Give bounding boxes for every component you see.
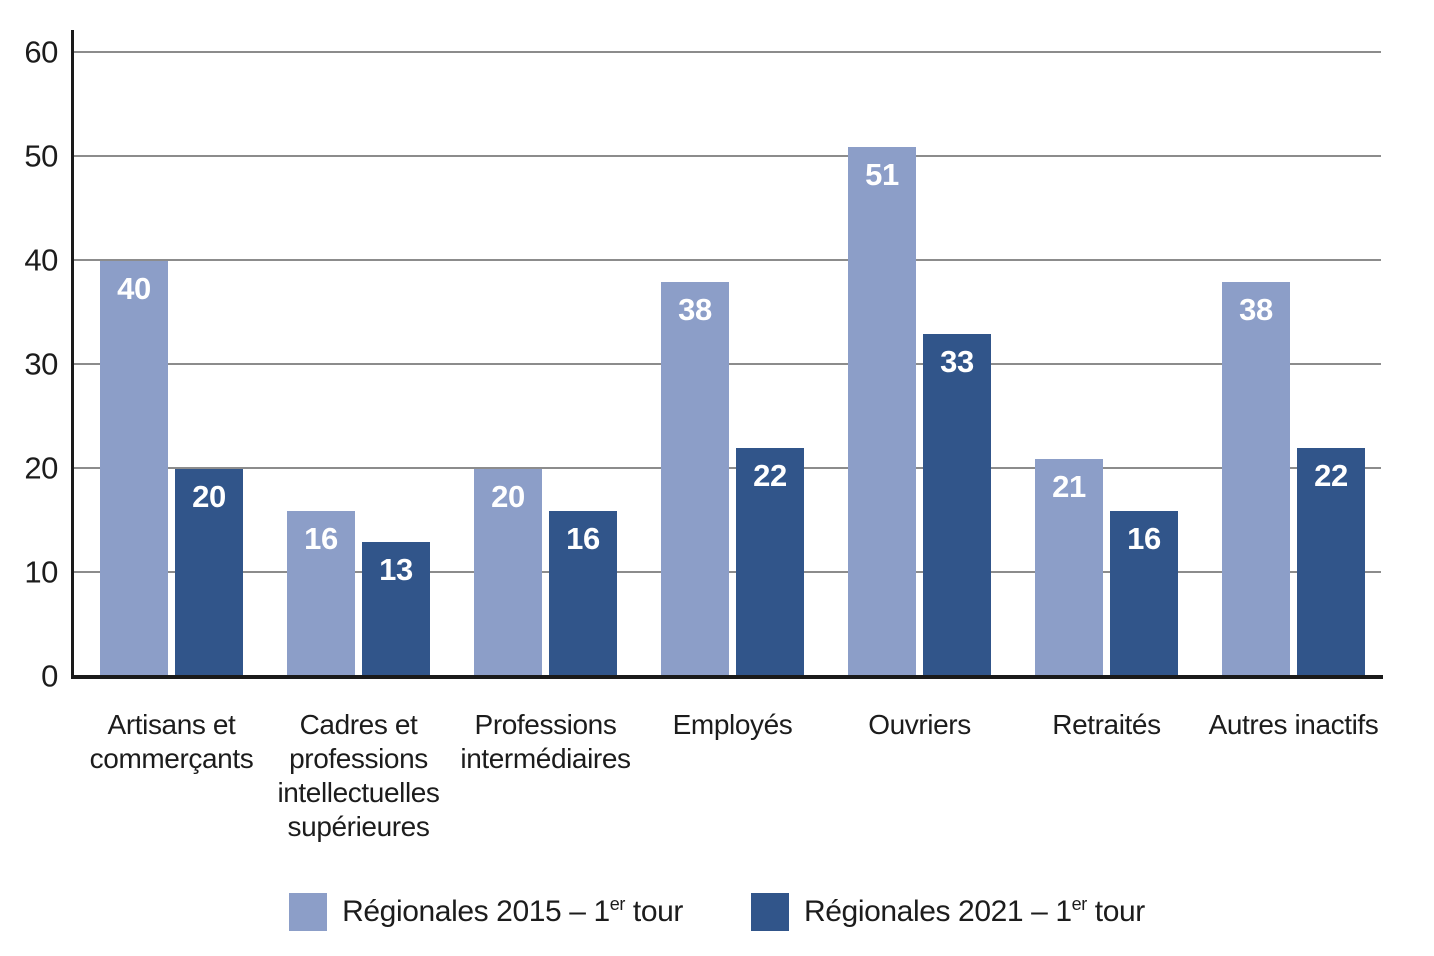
bar-series2-cat5: 33 [923,334,991,677]
legend-swatch-1 [289,893,328,931]
bar-series1-cat3: 20 [474,469,542,677]
bar-value-label: 40 [117,271,151,306]
y-tick-label-30: 30 [24,346,58,382]
category-label-2: Cadres et professions intellectuelles su… [277,709,440,842]
bar-value-label: 16 [566,521,600,556]
chart-legend: Régionales 2015 – 1er tour Régionales 202… [0,893,1434,931]
gridline-60 [73,51,1381,53]
bar-series1-cat5: 51 [848,147,916,677]
gridline-40 [73,259,1381,261]
bar-series2-cat4: 22 [736,448,804,677]
category-label-4: Employés [672,709,793,740]
legend-label-2: Régionales 2021 – 1er tour [804,894,1145,928]
category-label-7: Autres inactifs [1208,709,1379,740]
y-tick-label-0: 0 [41,658,58,694]
bar-series2-cat3: 16 [549,511,617,677]
bar-series1-cat6: 21 [1035,459,1103,677]
bar-series1-cat7: 38 [1222,282,1290,677]
bar-series2-cat1: 20 [175,469,243,677]
x-axis-line [71,675,1383,679]
gridline-50 [73,155,1381,157]
y-tick-label-10: 10 [24,554,58,590]
bar-value-label: 16 [304,521,338,556]
legend-item-2: Régionales 2021 – 1er tour [751,893,1145,931]
bar-value-label: 38 [678,292,712,327]
y-tick-label-50: 50 [24,138,58,174]
bar-series1-cat1: 40 [100,261,168,677]
bar-value-label: 16 [1127,521,1161,556]
legend-label-1: Régionales 2015 – 1er tour [342,894,683,928]
category-label-5: Ouvriers [868,709,971,740]
bar-series2-cat7: 22 [1297,448,1365,677]
bar-value-label: 22 [753,458,787,493]
y-tick-label-40: 40 [24,242,58,278]
bar-value-label: 20 [192,479,226,514]
bar-series2-cat2: 13 [362,542,430,677]
bar-series1-cat2: 16 [287,511,355,677]
legend-item-1: Régionales 2015 – 1er tour [289,893,683,931]
y-tick-label-20: 20 [24,450,58,486]
bar-value-label: 13 [379,552,413,587]
bar-value-label: 20 [491,479,525,514]
bar-series1-cat4: 38 [661,282,729,677]
legend-swatch-2 [751,893,789,931]
category-label-1: Artisans et commerçants [89,709,254,774]
y-axis-line [71,30,74,677]
category-label-6: Retraités [1052,709,1161,740]
bar-value-label: 51 [865,157,899,192]
bar-value-label: 33 [940,344,974,379]
bar-value-label: 22 [1314,458,1348,493]
category-label-3: Professions intermédiaires [460,709,631,774]
bar-value-label: 21 [1052,469,1086,504]
bar-series2-cat6: 16 [1110,511,1178,677]
y-tick-label-60: 60 [24,34,58,70]
bar-value-label: 38 [1239,292,1273,327]
